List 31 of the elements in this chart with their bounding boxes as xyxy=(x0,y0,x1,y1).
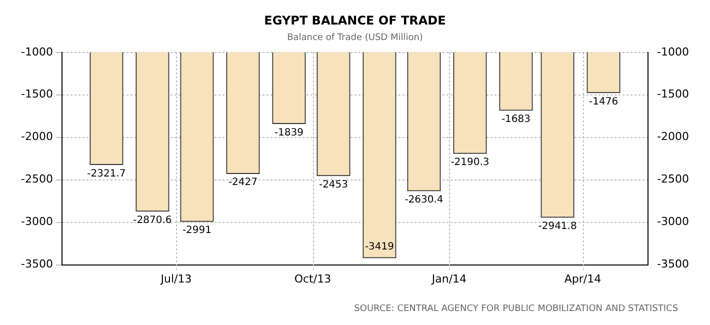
y-tick-label: -3500 xyxy=(20,258,53,271)
x-tick-label: Jan/14 xyxy=(430,272,467,286)
y2-tick-label: -2000 xyxy=(657,130,690,144)
y-tick-label: -1000 xyxy=(20,45,53,58)
y2-tick-label: -1000 xyxy=(657,45,690,58)
data-label: -2630.4 xyxy=(404,194,444,206)
data-label: -2190.3 xyxy=(450,157,490,168)
y-tick-label: -2500 xyxy=(20,172,53,186)
data-label: -2453 xyxy=(318,179,348,190)
chart-title: EGYPT BALANCE OF TRADE xyxy=(264,13,446,28)
x-tick-label: Oct/13 xyxy=(294,272,332,286)
chart-subtitle: Balance of Trade (USD Million) xyxy=(287,33,423,43)
data-label: -2870.6 xyxy=(133,214,172,226)
data-label: -2941.8 xyxy=(538,220,577,232)
data-label: -1683 xyxy=(501,114,531,126)
data-label: -2321.7 xyxy=(87,168,126,180)
y-tick-label: -3000 xyxy=(20,215,53,228)
y-tick-label: -1500 xyxy=(20,88,53,101)
data-label: -2427 xyxy=(228,177,258,188)
data-label: -3419 xyxy=(364,242,394,253)
y2-tick-label: -3500 xyxy=(657,258,690,271)
y2-tick-label: -2500 xyxy=(657,172,690,186)
data-label: -1476 xyxy=(588,96,618,108)
y-tick-label: -2000 xyxy=(20,130,53,144)
x-tick-label: Jul/13 xyxy=(160,272,192,286)
data-label: -1839 xyxy=(274,127,304,138)
source-note: SOURCE: CENTRAL AGENCY FOR PUBLIC MOBILIZATION AND STATISTICS xyxy=(354,304,678,314)
y2-tick-label: -3000 xyxy=(657,215,690,228)
y2-tick-label: -1500 xyxy=(657,88,690,101)
x-tick-label: Apr/14 xyxy=(564,272,602,286)
data-label: -2991 xyxy=(182,225,212,236)
